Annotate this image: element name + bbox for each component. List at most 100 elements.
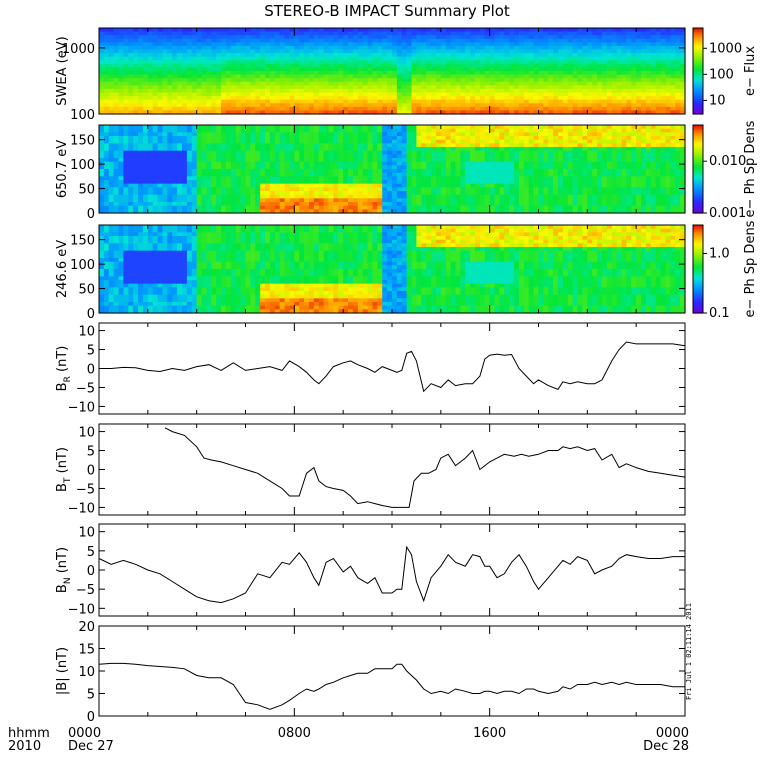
heatmap-cell	[167, 96, 173, 101]
heatmap-cell	[421, 191, 427, 196]
heatmap-cell	[518, 31, 525, 36]
heatmap-cell	[308, 191, 315, 196]
heatmap-cell	[504, 198, 510, 203]
heatmap-cell	[382, 106, 388, 112]
heatmap-cell	[445, 88, 452, 94]
heatmap-cell	[362, 96, 369, 101]
heatmap-cell	[265, 53, 271, 58]
heatmap-cell	[411, 106, 418, 112]
heatmap-cell	[367, 194, 374, 199]
heatmap-cell	[147, 53, 154, 58]
heatmap-cell	[284, 194, 291, 199]
heatmap-cell	[338, 125, 344, 130]
heatmap-cell	[494, 60, 501, 65]
heatmap-cell	[108, 106, 115, 112]
heatmap-cell	[172, 35, 178, 40]
heatmap-cell	[401, 63, 408, 69]
heatmap-cell	[255, 53, 261, 58]
heatmap-cell	[411, 198, 418, 203]
heatmap-cell	[401, 198, 408, 203]
heatmap-cell	[421, 35, 427, 40]
heatmap-cell	[313, 49, 320, 54]
heatmap-cell	[103, 161, 110, 166]
heatmap-cell	[265, 180, 271, 185]
heatmap-cell	[587, 74, 593, 79]
heatmap-cell	[406, 78, 413, 83]
heatmap-cell	[162, 81, 168, 86]
heatmap-cell	[567, 45, 574, 51]
heatmap-cell	[328, 172, 334, 177]
heatmap-cell	[245, 92, 251, 97]
heatmap-cell	[470, 191, 476, 196]
heatmap-cell	[113, 96, 120, 101]
heatmap-cell	[411, 63, 418, 69]
heatmap-cell	[206, 49, 212, 54]
heatmap-cell	[562, 56, 569, 61]
heatmap-cell	[142, 88, 149, 94]
heatmap-cell	[343, 35, 349, 40]
heatmap-cell	[108, 67, 115, 72]
heatmap-cell	[304, 78, 310, 83]
heatmap-cell	[338, 63, 344, 69]
heatmap-cell	[172, 139, 178, 144]
heatmap-cell	[435, 85, 442, 90]
heatmap-cell	[675, 31, 681, 36]
heatmap-cell	[660, 106, 667, 112]
heatmap-cell	[655, 53, 662, 58]
heatmap-cell	[235, 205, 242, 210]
heatmap-cell	[225, 71, 232, 76]
heatmap-cell	[182, 139, 188, 144]
heatmap-cell	[128, 172, 134, 177]
heatmap-cell	[538, 67, 544, 72]
colorbar-swatch	[693, 75, 703, 79]
heatmap-cell	[465, 45, 471, 51]
heatmap-cell	[582, 99, 588, 104]
heatmap-cell	[186, 136, 193, 141]
heatmap-cell	[606, 74, 613, 79]
heatmap-cell	[304, 158, 310, 163]
heatmap-cell	[245, 67, 251, 72]
heatmap-cell	[352, 158, 359, 163]
heatmap-cell	[680, 81, 686, 86]
heatmap-cell	[470, 53, 476, 58]
heatmap-cell	[265, 176, 271, 181]
heatmap-cell	[157, 42, 164, 47]
heatmap-cell	[216, 42, 222, 47]
heatmap-cell	[377, 194, 383, 199]
heatmap-cell	[343, 99, 349, 104]
heatmap-cell	[489, 42, 496, 47]
heatmap-cell	[177, 78, 183, 83]
heatmap-cell	[479, 74, 486, 79]
heatmap-cell	[455, 49, 461, 54]
heatmap-cell	[631, 88, 637, 94]
heatmap-cell	[172, 88, 178, 94]
heatmap-cell	[470, 28, 476, 33]
heatmap-cell	[352, 194, 359, 199]
heatmap-cell	[318, 198, 325, 203]
heatmap-cell	[123, 165, 129, 170]
heatmap-cell	[123, 139, 129, 144]
heatmap-cell	[279, 187, 286, 192]
heatmap-cell	[113, 49, 120, 54]
heatmap-cell	[533, 31, 540, 36]
heatmap-cell	[357, 42, 364, 47]
heatmap-cell	[240, 63, 247, 69]
heatmap-cell	[362, 198, 369, 203]
heatmap-cell	[157, 67, 164, 72]
heatmap-cell	[504, 187, 510, 192]
heatmap-cell	[484, 42, 491, 47]
heatmap-cell	[343, 205, 349, 210]
heatmap-cell	[167, 110, 173, 115]
heatmap-cell	[118, 165, 125, 170]
heatmap-cell	[128, 180, 134, 185]
heatmap-cell	[401, 139, 408, 144]
heatmap-cell	[367, 99, 374, 104]
heatmap-cell	[230, 81, 237, 86]
heatmap-cell	[250, 38, 256, 43]
heatmap-cell	[431, 78, 437, 83]
heatmap-cell	[323, 161, 330, 166]
heatmap-cell	[201, 99, 208, 104]
heatmap-cell	[543, 28, 549, 33]
heatmap-cell	[670, 110, 676, 115]
